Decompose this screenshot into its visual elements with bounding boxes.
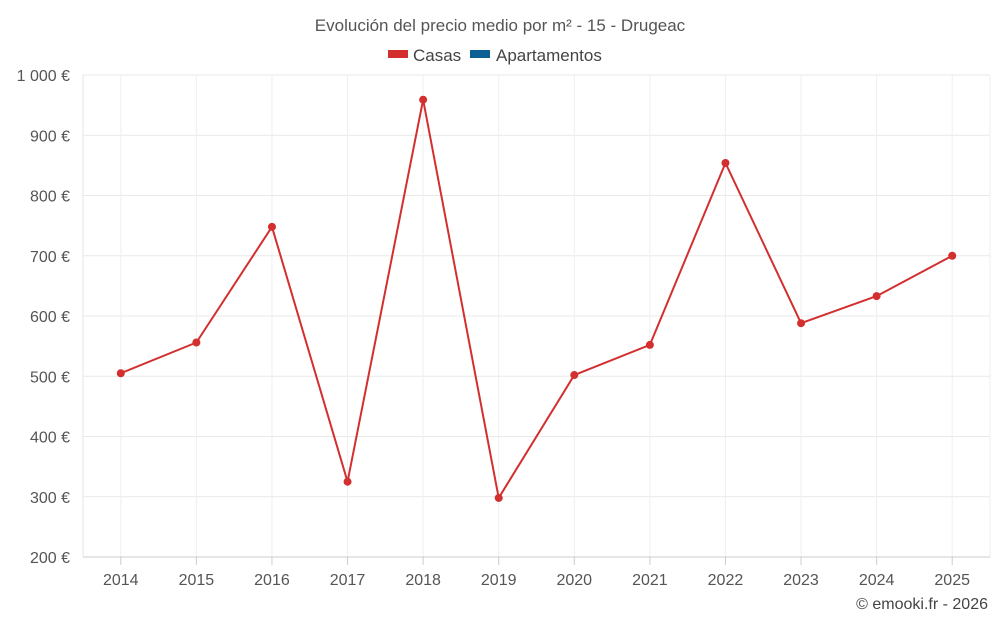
x-tick-label: 2022 — [708, 572, 744, 589]
chart-title: Evolución del precio medio por m² - 15 -… — [315, 16, 686, 35]
credit-text: © emooki.fr - 2026 — [856, 596, 988, 613]
data-point-casas-2023[interactable] — [797, 319, 806, 328]
y-tick-label: 900 € — [30, 128, 70, 145]
x-tick-label: 2023 — [783, 572, 819, 589]
axes: 200 € 300 € 400 € 500 € 600 € 700 € 800 € 900 €… — [17, 68, 990, 589]
x-tick-label: 2016 — [254, 572, 290, 589]
series — [116, 95, 957, 502]
series-line-casas — [120, 98, 953, 499]
x-tick-label: 2020 — [556, 572, 592, 589]
y-tick-label: 500 € — [30, 369, 70, 386]
legend-item-apartamentos[interactable]: Apartamentos — [470, 46, 602, 65]
data-point-casas-2024[interactable] — [872, 292, 881, 301]
legend-swatch-apartamentos — [470, 50, 490, 58]
x-tick-label: 2025 — [934, 572, 970, 589]
y-tick-label: 300 € — [30, 490, 70, 507]
data-point-casas-2025[interactable] — [948, 251, 957, 260]
y-tick-label: 200 € — [30, 550, 70, 567]
y-tick-label: 800 € — [30, 189, 70, 206]
data-point-casas-2017[interactable] — [343, 477, 352, 486]
legend-item-casas[interactable]: Casas — [388, 46, 461, 65]
x-tick-label: 2018 — [405, 572, 441, 589]
x-tick-label: 2024 — [859, 572, 895, 589]
data-point-casas-2018[interactable] — [419, 95, 428, 104]
data-point-casas-2021[interactable] — [645, 340, 654, 349]
grid — [82, 74, 991, 558]
x-tick-label: 2014 — [103, 572, 139, 589]
data-point-casas-2014[interactable] — [116, 369, 125, 378]
data-point-casas-2022[interactable] — [721, 158, 730, 167]
x-tick-label: 2015 — [179, 572, 215, 589]
y-tick-label: 700 € — [30, 249, 70, 266]
legend-swatch-casas — [388, 50, 408, 58]
x-tick-label: 2019 — [481, 572, 517, 589]
y-tick-label: 1 000 € — [17, 68, 70, 85]
data-point-casas-2020[interactable] — [570, 371, 579, 380]
y-tick-label: 400 € — [30, 430, 70, 447]
data-point-casas-2016[interactable] — [267, 222, 276, 231]
x-tick-label: 2021 — [632, 572, 668, 589]
legend-label-casas: Casas — [413, 46, 461, 65]
y-tick-label: 600 € — [30, 309, 70, 326]
legend-label-apartamentos: Apartamentos — [496, 46, 602, 65]
data-point-casas-2019[interactable] — [494, 493, 503, 502]
legend: Casas Apartamentos — [388, 46, 602, 65]
data-point-casas-2015[interactable] — [192, 338, 201, 347]
x-tick-label: 2017 — [330, 572, 366, 589]
